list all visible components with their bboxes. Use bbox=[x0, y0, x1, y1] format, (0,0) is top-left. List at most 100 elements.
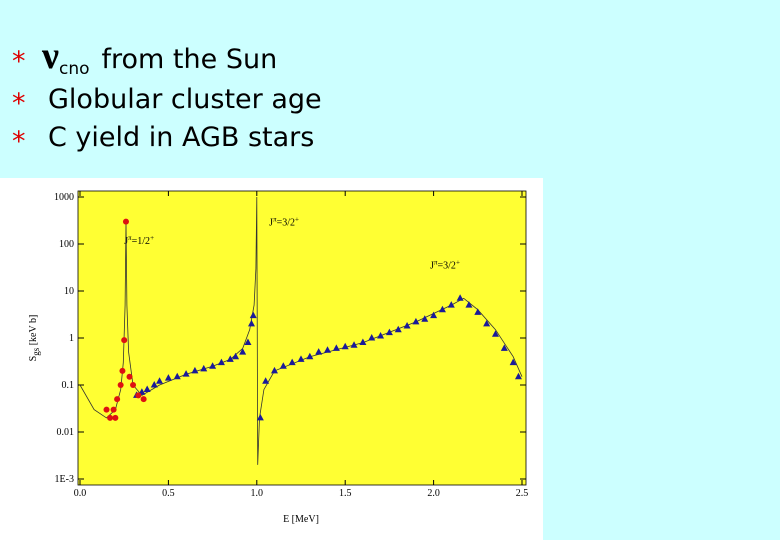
data-point bbox=[112, 414, 119, 421]
data-point bbox=[217, 358, 225, 366]
y-label-main: S bbox=[28, 356, 39, 362]
data-point bbox=[430, 311, 438, 319]
bullet-mark: * bbox=[12, 126, 26, 157]
data-point bbox=[239, 348, 247, 355]
annotation-sup: π bbox=[273, 215, 277, 223]
annotation-sup: π bbox=[434, 259, 438, 267]
y-tick-label: 10 bbox=[64, 286, 74, 297]
plot-area bbox=[78, 191, 526, 485]
data-point bbox=[514, 372, 522, 380]
data-point bbox=[110, 406, 117, 413]
nu-symbol: ν bbox=[41, 35, 59, 77]
data-point bbox=[191, 366, 199, 374]
data-point bbox=[140, 396, 147, 403]
data-point bbox=[244, 338, 252, 346]
data-point bbox=[114, 396, 121, 403]
data-point bbox=[491, 330, 499, 337]
annotation-sup: + bbox=[150, 234, 154, 242]
x-tick-label: 0.5 bbox=[162, 488, 175, 499]
x-tick-label: 1.0 bbox=[251, 488, 264, 499]
data-point bbox=[359, 338, 367, 346]
annotation-part: =3/2 bbox=[438, 261, 456, 272]
data-point bbox=[412, 317, 420, 325]
data-point bbox=[385, 328, 393, 336]
data-point bbox=[226, 355, 234, 362]
data-point bbox=[126, 373, 133, 380]
data-point bbox=[297, 355, 305, 362]
data-point bbox=[262, 377, 270, 384]
data-point bbox=[164, 374, 172, 381]
annotation-sup: + bbox=[295, 215, 299, 223]
bullet-text: Globular cluster age bbox=[48, 84, 322, 115]
data-point bbox=[247, 319, 255, 327]
bullet: νcno from the Sun bbox=[41, 35, 277, 79]
data-point bbox=[143, 385, 151, 393]
data-point bbox=[509, 358, 517, 366]
data-point bbox=[465, 301, 473, 308]
data-point bbox=[500, 344, 508, 351]
data-point bbox=[150, 381, 158, 388]
data-point bbox=[121, 337, 128, 344]
data-point bbox=[130, 382, 137, 388]
data-point bbox=[279, 362, 287, 369]
y-label-sub: gs bbox=[31, 347, 41, 356]
data-point bbox=[156, 377, 164, 384]
annotation: Jπ=3/2+ bbox=[269, 215, 299, 228]
data-point bbox=[103, 406, 110, 413]
x-tick-label: 2.0 bbox=[427, 488, 440, 499]
data-point bbox=[288, 358, 296, 366]
plot-frame bbox=[77, 190, 527, 486]
annotation-part: J bbox=[269, 217, 273, 228]
y-tick-label: 1 bbox=[69, 333, 74, 344]
annotation-part: =1/2 bbox=[132, 236, 150, 247]
y-tick-label: 100 bbox=[59, 239, 74, 250]
y-tick-label: 0.01 bbox=[57, 427, 75, 438]
data-point bbox=[368, 334, 376, 341]
annotation-sup: π bbox=[128, 234, 132, 242]
data-point bbox=[456, 294, 464, 301]
data-point bbox=[200, 364, 208, 372]
bullet-mark: * bbox=[12, 46, 26, 77]
data-point bbox=[350, 341, 358, 348]
chart: 0.0 0.5 1.0 1.5 2.0 2.5 1E-3 0.01 0.1 1 10 100 1000 E… bbox=[28, 190, 528, 525]
data-point bbox=[256, 413, 264, 421]
data-point bbox=[232, 352, 240, 360]
data-point bbox=[135, 392, 142, 399]
data-point bbox=[341, 342, 349, 350]
x-tick-label: 0.0 bbox=[74, 488, 87, 499]
annotation: Jπ=3/2+ bbox=[430, 259, 460, 272]
annotation-part: J bbox=[430, 261, 434, 272]
data-point bbox=[270, 366, 278, 374]
data-point bbox=[209, 362, 217, 369]
data-point bbox=[332, 344, 340, 351]
subscript: cno bbox=[59, 59, 90, 79]
data-point bbox=[117, 382, 124, 388]
annotation-part: =3/2 bbox=[277, 217, 295, 228]
data-point bbox=[122, 218, 129, 225]
data-point bbox=[394, 325, 402, 333]
data-point bbox=[421, 315, 429, 322]
y-tick-label: 0.1 bbox=[62, 380, 75, 391]
x-tick-label: 1.5 bbox=[339, 488, 352, 499]
data-point bbox=[249, 311, 257, 319]
bullet-text: from the Sun bbox=[102, 44, 278, 75]
data-point bbox=[306, 352, 314, 360]
data-point bbox=[173, 372, 181, 380]
annotation-sup: + bbox=[456, 259, 460, 267]
data-point bbox=[438, 305, 446, 313]
y-label-rest: [keV b] bbox=[28, 315, 39, 348]
data-point bbox=[483, 319, 491, 327]
data-point bbox=[474, 308, 482, 315]
y-tick-label: 1E-3 bbox=[55, 474, 74, 485]
x-axis-label: E [MeV] bbox=[283, 514, 319, 525]
data-point bbox=[403, 322, 411, 329]
y-axis-label: Sgs [keV b] bbox=[28, 315, 41, 362]
data-point bbox=[119, 367, 126, 374]
bullet-mark: * bbox=[12, 88, 26, 119]
data-point bbox=[182, 370, 190, 377]
data-point bbox=[107, 414, 114, 421]
data-point bbox=[324, 346, 332, 353]
y-tick-label: 1000 bbox=[54, 192, 74, 203]
